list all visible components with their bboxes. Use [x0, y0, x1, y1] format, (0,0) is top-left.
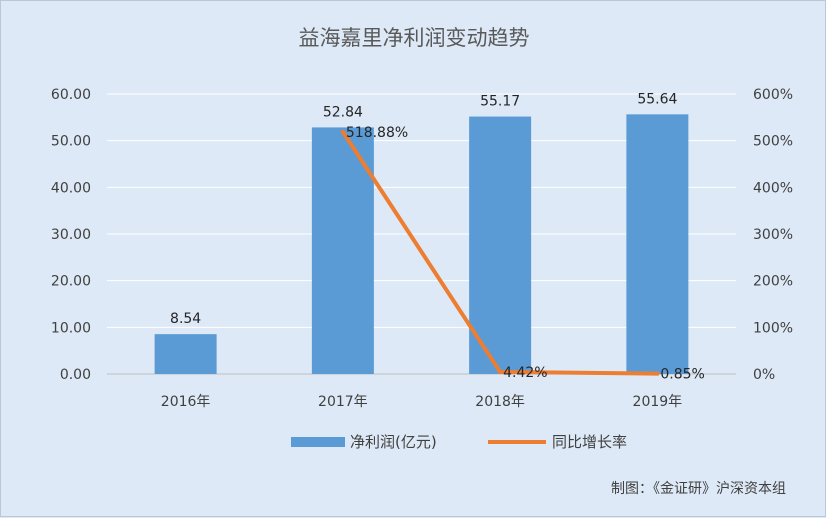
line-data-labels: 518.88% 4.42% 0.85% — [346, 125, 705, 383]
bar-data-label: 52.84 — [323, 104, 363, 120]
left-tick-label: 0.00 — [60, 367, 91, 383]
chart-credit: 制图：《金证研》沪深资本组 — [611, 481, 786, 497]
left-tick-label: 30.00 — [51, 227, 91, 243]
left-tick-label: 50.00 — [51, 134, 91, 150]
right-tick-label: 0% — [753, 367, 775, 383]
line-series — [340, 129, 660, 376]
x-tick-label: 2016年 — [161, 394, 211, 410]
line-point — [498, 369, 503, 374]
right-tick-label: 100% — [753, 320, 793, 336]
x-tick-label: 2017年 — [318, 394, 368, 410]
legend-bar-label: 净利润(亿元) — [350, 433, 437, 451]
legend: 净利润(亿元) 同比增长率 — [291, 433, 627, 451]
line-data-label: 4.42% — [503, 365, 547, 381]
bar — [626, 114, 689, 374]
bar-data-labels: 8.54 52.84 55.17 55.64 — [170, 91, 677, 327]
left-tick-label: 40.00 — [51, 180, 91, 196]
right-tick-label: 200% — [753, 274, 793, 290]
right-tick-label: 300% — [753, 227, 793, 243]
bar-data-label: 55.64 — [637, 91, 677, 107]
bar — [469, 116, 532, 374]
legend-bar-swatch — [291, 437, 345, 447]
line-data-label: 0.85% — [660, 367, 704, 383]
x-tick-label: 2018年 — [475, 394, 525, 410]
line-point — [340, 129, 345, 134]
left-tick-label: 60.00 — [51, 87, 91, 103]
right-tick-label: 500% — [753, 134, 793, 150]
grid-lines — [107, 93, 736, 375]
left-tick-label: 10.00 — [51, 320, 91, 336]
bar-series — [154, 114, 689, 374]
line-point — [655, 371, 660, 376]
bar-data-label: 8.54 — [170, 311, 201, 327]
right-tick-label: 600% — [753, 87, 793, 103]
bar-data-label: 55.17 — [480, 94, 520, 110]
chart-title: 益海嘉里净利润变动趋势 — [299, 26, 530, 50]
left-axis-ticks: 0.00 10.00 20.00 30.00 40.00 50.00 60.00 — [51, 87, 91, 383]
x-axis-ticks: 2016年 2017年 2018年 2019年 — [161, 394, 682, 410]
right-tick-label: 400% — [753, 180, 793, 196]
line-data-label: 518.88% — [346, 125, 408, 141]
right-axis-ticks: 0% 100% 200% 300% 400% 500% 600% — [753, 87, 793, 383]
bar — [311, 127, 374, 374]
bar — [154, 334, 217, 374]
x-tick-label: 2019年 — [633, 394, 683, 410]
legend-line-label: 同比增长率 — [552, 433, 627, 451]
left-tick-label: 20.00 — [51, 274, 91, 290]
